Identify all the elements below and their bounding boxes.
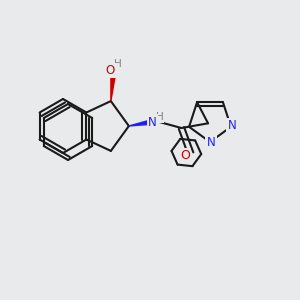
Text: N: N (207, 136, 215, 149)
Text: H: H (114, 59, 122, 69)
Text: N: N (148, 116, 157, 128)
Text: N: N (227, 119, 236, 132)
Text: O: O (106, 64, 115, 77)
Polygon shape (111, 74, 116, 101)
Text: H: H (156, 112, 163, 122)
Polygon shape (129, 120, 152, 126)
Text: O: O (180, 149, 190, 162)
